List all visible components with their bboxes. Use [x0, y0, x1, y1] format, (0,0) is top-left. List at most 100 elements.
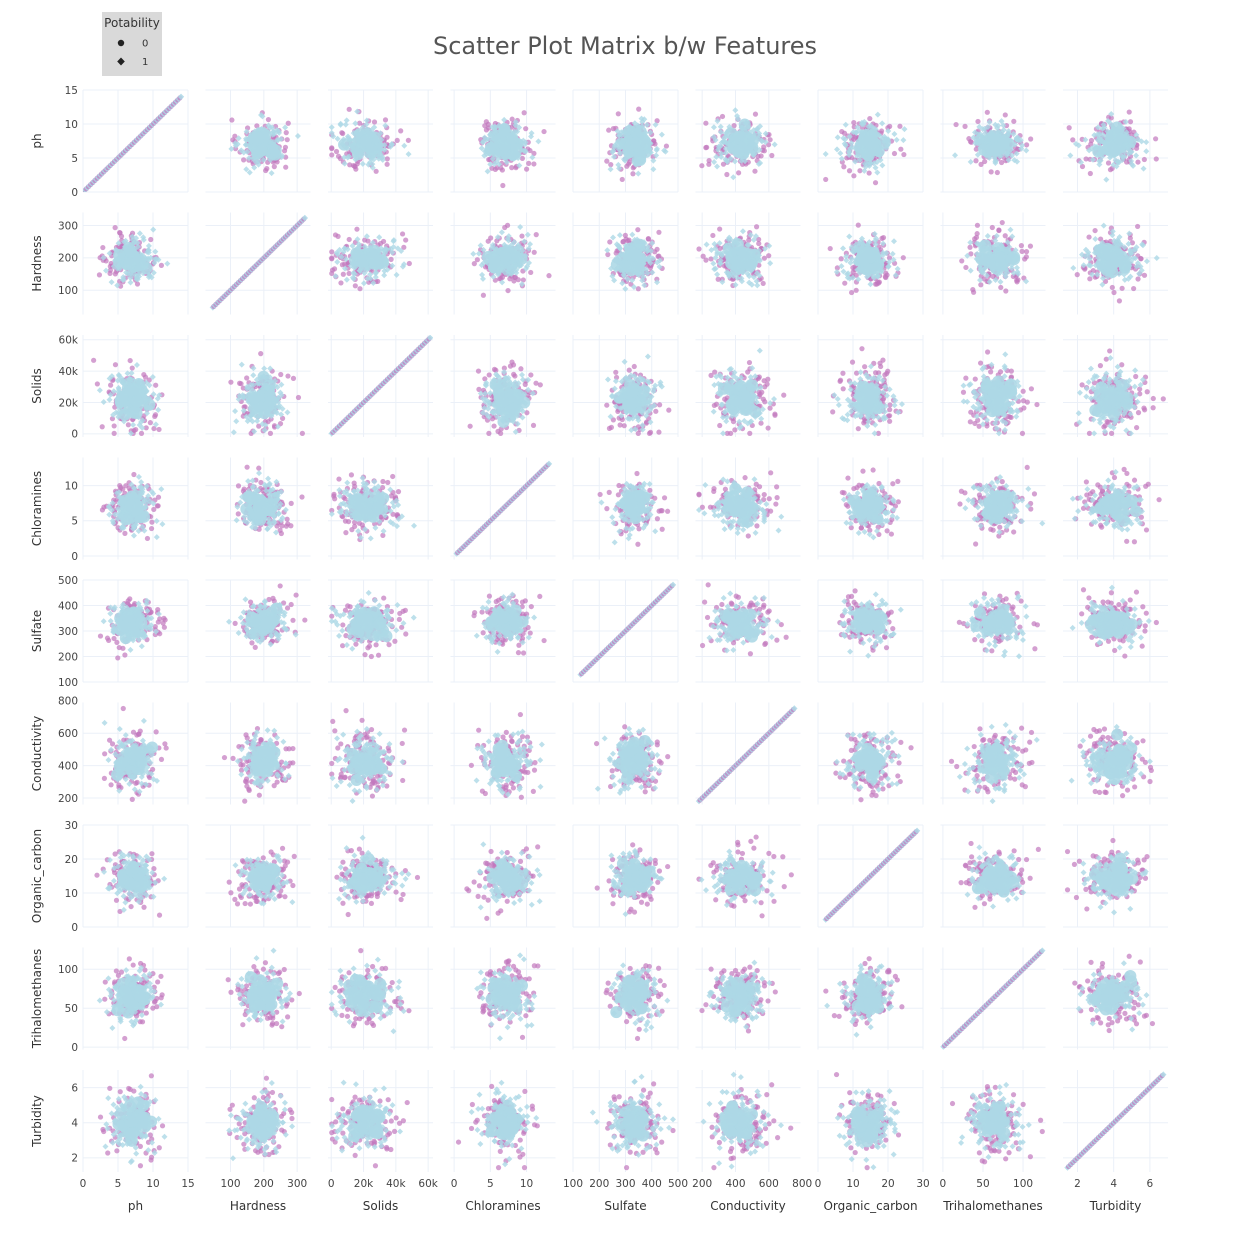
data-point-class-1	[369, 239, 376, 246]
data-point-class-1	[478, 262, 485, 269]
data-point-class-1	[106, 396, 113, 403]
data-point-class-1	[115, 386, 122, 393]
data-point-class-0	[883, 274, 889, 281]
data-point-class-1	[1099, 125, 1106, 132]
data-point-class-0	[331, 266, 338, 272]
data-point-class-1	[1082, 246, 1089, 253]
data-point-class-1	[1085, 251, 1092, 258]
data-point-class-1	[984, 124, 991, 131]
data-point-class-0	[883, 270, 889, 276]
data-point-class-1	[143, 410, 150, 417]
data-point-class-1	[1091, 132, 1098, 139]
data-point-class-0	[512, 274, 518, 280]
point-cloud	[952, 109, 1034, 176]
data-point-class-1	[512, 119, 519, 126]
data-point-class-1	[381, 247, 388, 254]
panel-Hardness-vs-Trihalomethanes	[940, 212, 1046, 315]
data-point-class-0	[357, 286, 363, 292]
data-point-class-1	[717, 260, 724, 267]
data-point-class-1	[725, 269, 732, 276]
data-point-class-0	[1092, 227, 1098, 234]
data-point-class-1	[390, 243, 397, 250]
data-point-class-0	[1002, 233, 1008, 239]
data-point-class-1	[870, 124, 877, 131]
data-point-class-0	[1028, 136, 1034, 142]
data-point-class-0	[978, 161, 984, 168]
data-density-core	[987, 130, 1000, 143]
data-point-class-1	[524, 231, 531, 238]
data-point-class-0	[731, 123, 737, 129]
data-point-class-1	[1013, 136, 1020, 143]
data-point-class-0	[1070, 137, 1076, 143]
data-point-class-1	[710, 124, 717, 131]
data-point-class-1	[334, 135, 341, 142]
data-point-class-1	[758, 138, 765, 145]
data-point-class-1	[822, 150, 829, 157]
data-point-class-1	[718, 150, 725, 157]
data-point-class-0	[1014, 277, 1020, 284]
point-cloud	[696, 224, 774, 289]
data-density-core	[359, 134, 372, 147]
data-point-class-1	[501, 116, 508, 123]
data-point-class-0	[1018, 243, 1024, 249]
data-point-class-1	[1096, 158, 1103, 165]
data-point-class-0	[703, 120, 709, 126]
data-point-class-0	[1105, 160, 1112, 166]
legend[interactable]: Potability 0 1	[102, 12, 162, 76]
data-point-class-0	[354, 226, 360, 232]
panel-ph-vs-Chloramines	[450, 89, 556, 193]
data-point-class-1	[892, 272, 899, 279]
point-cloud	[328, 106, 412, 174]
data-point-class-1	[155, 406, 162, 413]
data-point-class-0	[153, 382, 159, 388]
data-density-core	[498, 250, 511, 263]
data-point-class-1	[479, 139, 486, 146]
data-point-class-0	[531, 249, 537, 255]
data-point-class-0	[901, 151, 907, 158]
data-point-class-0	[528, 269, 534, 276]
data-point-class-1	[712, 254, 719, 261]
data-point-class-0	[519, 155, 525, 162]
data-point-class-1	[1023, 147, 1030, 154]
data-point-class-1	[521, 147, 528, 154]
data-point-class-1	[845, 148, 852, 155]
panel-ph-vs-Trihalomethanes	[940, 89, 1046, 193]
data-point-class-0	[717, 245, 723, 251]
data-point-class-1	[1008, 265, 1015, 272]
data-point-class-1	[647, 129, 654, 136]
panel-ph-vs-ph	[82, 89, 189, 193]
data-point-class-0	[265, 116, 272, 123]
legend-item-0[interactable]: 0	[117, 39, 149, 50]
data-point-class-1	[998, 118, 1005, 125]
data-point-class-1	[503, 159, 510, 166]
legend-item-1[interactable]: 1	[117, 57, 148, 68]
data-point-class-0	[480, 292, 486, 298]
data-point-class-1	[732, 281, 739, 288]
data-point-class-0	[500, 182, 506, 189]
panel-Hardness-vs-Sulfate	[572, 212, 679, 315]
data-point-class-0	[839, 128, 845, 135]
data-point-class-0	[471, 261, 477, 267]
data-point-class-1	[767, 260, 774, 267]
data-point-class-1	[833, 269, 840, 276]
data-point-class-0	[329, 255, 335, 261]
data-point-class-0	[769, 152, 775, 159]
data-density-core	[1006, 252, 1019, 265]
data-point-class-1	[712, 245, 719, 252]
data-point-class-1	[880, 251, 887, 258]
data-point-class-0	[891, 150, 898, 157]
data-point-class-0	[756, 240, 762, 247]
data-point-class-0	[365, 238, 371, 244]
data-density-core	[484, 141, 497, 154]
data-density-core	[988, 144, 1001, 157]
data-point-class-1	[1090, 156, 1097, 163]
data-point-class-0	[112, 225, 118, 231]
data-point-class-0	[1003, 122, 1010, 129]
data-point-class-1	[845, 270, 852, 277]
data-density-core	[974, 134, 987, 147]
data-point-class-1	[893, 136, 900, 143]
data-point-class-1	[518, 281, 525, 288]
data-point-class-1	[1100, 222, 1107, 229]
data-point-class-1	[177, 93, 185, 100]
